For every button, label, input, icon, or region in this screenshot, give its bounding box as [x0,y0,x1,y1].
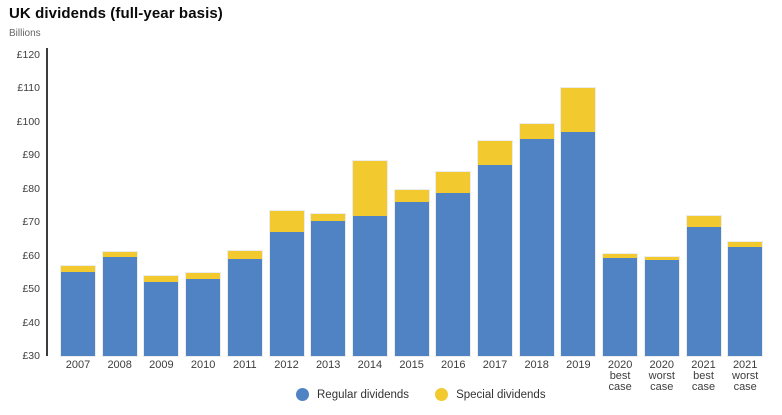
special-dividends-segment [394,190,429,203]
bar-2018 [519,123,554,356]
y-tick-label: £110 [17,82,40,95]
special-dividends-segment [311,213,346,221]
special-dividends-segment [519,123,554,139]
x-tick-label: 2014 [357,359,383,371]
special-dividends-segment [686,215,721,227]
special-dividends-segment [144,276,179,282]
special-dividends-segment [478,140,512,166]
x-tick-label: 2020 worst case [648,359,675,393]
bar-2017 [478,140,512,356]
regular-dividends-segment [478,165,512,356]
bar-2021-best-case [686,215,721,356]
y-tick-label: £70 [22,216,40,229]
special-dividends-segment [644,257,679,261]
special-dividends-segment [728,241,763,247]
x-tick-label: 2021 worst case [732,359,759,393]
bar-2007 [61,266,95,356]
x-tick-label: 2013 [315,359,341,371]
bar-2020-worst-case [644,257,679,356]
bar-2015 [394,190,429,356]
bar-2016 [436,171,471,356]
regular-dividends-segment [144,281,179,356]
y-axis-line [46,48,48,356]
regular-dividends-segment [686,226,721,356]
x-tick-label: 2010 [190,359,216,371]
legend-label: Special dividends [456,388,546,401]
regular-dividends-segment [561,131,596,356]
regular-dividends-segment [352,216,387,356]
regular-dividends-segment [644,260,679,356]
x-tick-label: 2019 [566,359,591,371]
x-tick-label: 2011 [232,359,257,371]
y-tick-label: £80 [22,182,40,195]
special-dividends-segment [61,266,95,273]
regular-dividends-segment [186,279,221,356]
regular-dividends-segment [728,246,763,356]
regular-dividends-segment [436,193,471,356]
legend-item-special-dividends: Special dividends [435,388,546,401]
special-dividends-segment [603,254,638,258]
x-tick-label: 2009 [149,359,174,371]
x-tick-label: 2016 [441,359,466,371]
legend-dot-icon [296,388,309,401]
y-tick-label: £50 [22,283,40,296]
y-tick-label: £60 [22,249,40,262]
special-dividends-segment [186,273,221,280]
special-dividends-segment [102,252,137,258]
bar-2021-worst-case [728,241,763,356]
legend-dot-icon [435,388,449,401]
special-dividends-segment [561,87,596,132]
regular-dividends-segment [603,257,638,356]
bar-2014 [352,161,387,356]
x-tick-label: 2021 best case [691,359,716,393]
legend-item-regular-dividends: Regular dividends [296,388,409,401]
legend: Regular dividends Special dividends [296,388,546,401]
x-tick-label: 2008 [107,359,132,371]
special-dividends-segment [227,250,262,259]
regular-dividends-segment [269,232,304,356]
x-tick-label: 2015 [399,359,424,371]
bar-2011 [227,250,262,356]
special-dividends-segment [436,171,471,194]
y-tick-label: £120 [16,49,40,61]
x-tick-label: 2018 [524,359,549,371]
bar-2013 [311,213,346,356]
y-tick-label: £30 [22,350,40,362]
regular-dividends-segment [227,259,262,356]
bar-2019 [561,87,596,356]
bar-2020-best-case [603,254,638,356]
y-axis-unit-label: Billions [9,28,41,39]
bar-2009 [144,276,179,356]
chart-title: UK dividends (full-year basis) [9,5,223,22]
regular-dividends-segment [519,138,554,356]
special-dividends-segment [269,210,304,233]
y-tick-label: £100 [16,115,40,128]
x-tick-label: 2007 [65,359,91,371]
special-dividends-segment [352,161,387,217]
bar-2008 [102,252,137,356]
regular-dividends-segment [61,272,95,356]
x-tick-label: 2020 best case [607,359,633,393]
y-tick-label: £40 [22,316,40,329]
regular-dividends-segment [394,202,429,356]
x-tick-label: 2012 [274,359,299,371]
bar-2010 [186,273,221,356]
legend-label: Regular dividends [317,388,410,401]
regular-dividends-segment [311,220,346,356]
bar-2012 [269,210,304,356]
y-tick-label: £90 [22,149,40,162]
regular-dividends-segment [102,257,137,356]
x-tick-label: 2017 [482,359,508,371]
